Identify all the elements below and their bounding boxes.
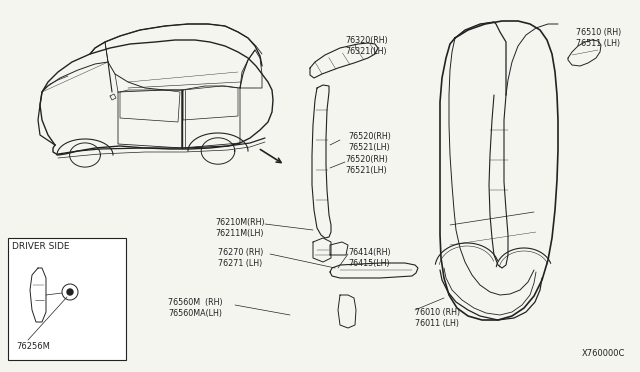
- Circle shape: [67, 289, 73, 295]
- Text: 76010 (RH)
76011 (LH): 76010 (RH) 76011 (LH): [415, 308, 460, 328]
- Text: 76520(RH)
76521(LH): 76520(RH) 76521(LH): [348, 132, 391, 152]
- Text: 76520(RH)
76521(LH): 76520(RH) 76521(LH): [345, 155, 388, 175]
- Text: X760000C: X760000C: [582, 349, 625, 358]
- Text: 76270 (RH)
76271 (LH): 76270 (RH) 76271 (LH): [218, 248, 264, 268]
- Text: 76256M: 76256M: [16, 342, 50, 351]
- Text: 76210M(RH)
76211M(LH): 76210M(RH) 76211M(LH): [215, 218, 264, 238]
- Text: 76414(RH)
76415(LH): 76414(RH) 76415(LH): [348, 248, 390, 268]
- Text: 76560M  (RH)
76560MA(LH): 76560M (RH) 76560MA(LH): [168, 298, 223, 318]
- Text: 76320(RH)
76321(LH): 76320(RH) 76321(LH): [345, 36, 388, 56]
- Bar: [8, 238, 126, 360]
- Text: DRIVER SIDE: DRIVER SIDE: [12, 242, 70, 251]
- Text: 76510 (RH)
76511 (LH): 76510 (RH) 76511 (LH): [576, 28, 621, 48]
